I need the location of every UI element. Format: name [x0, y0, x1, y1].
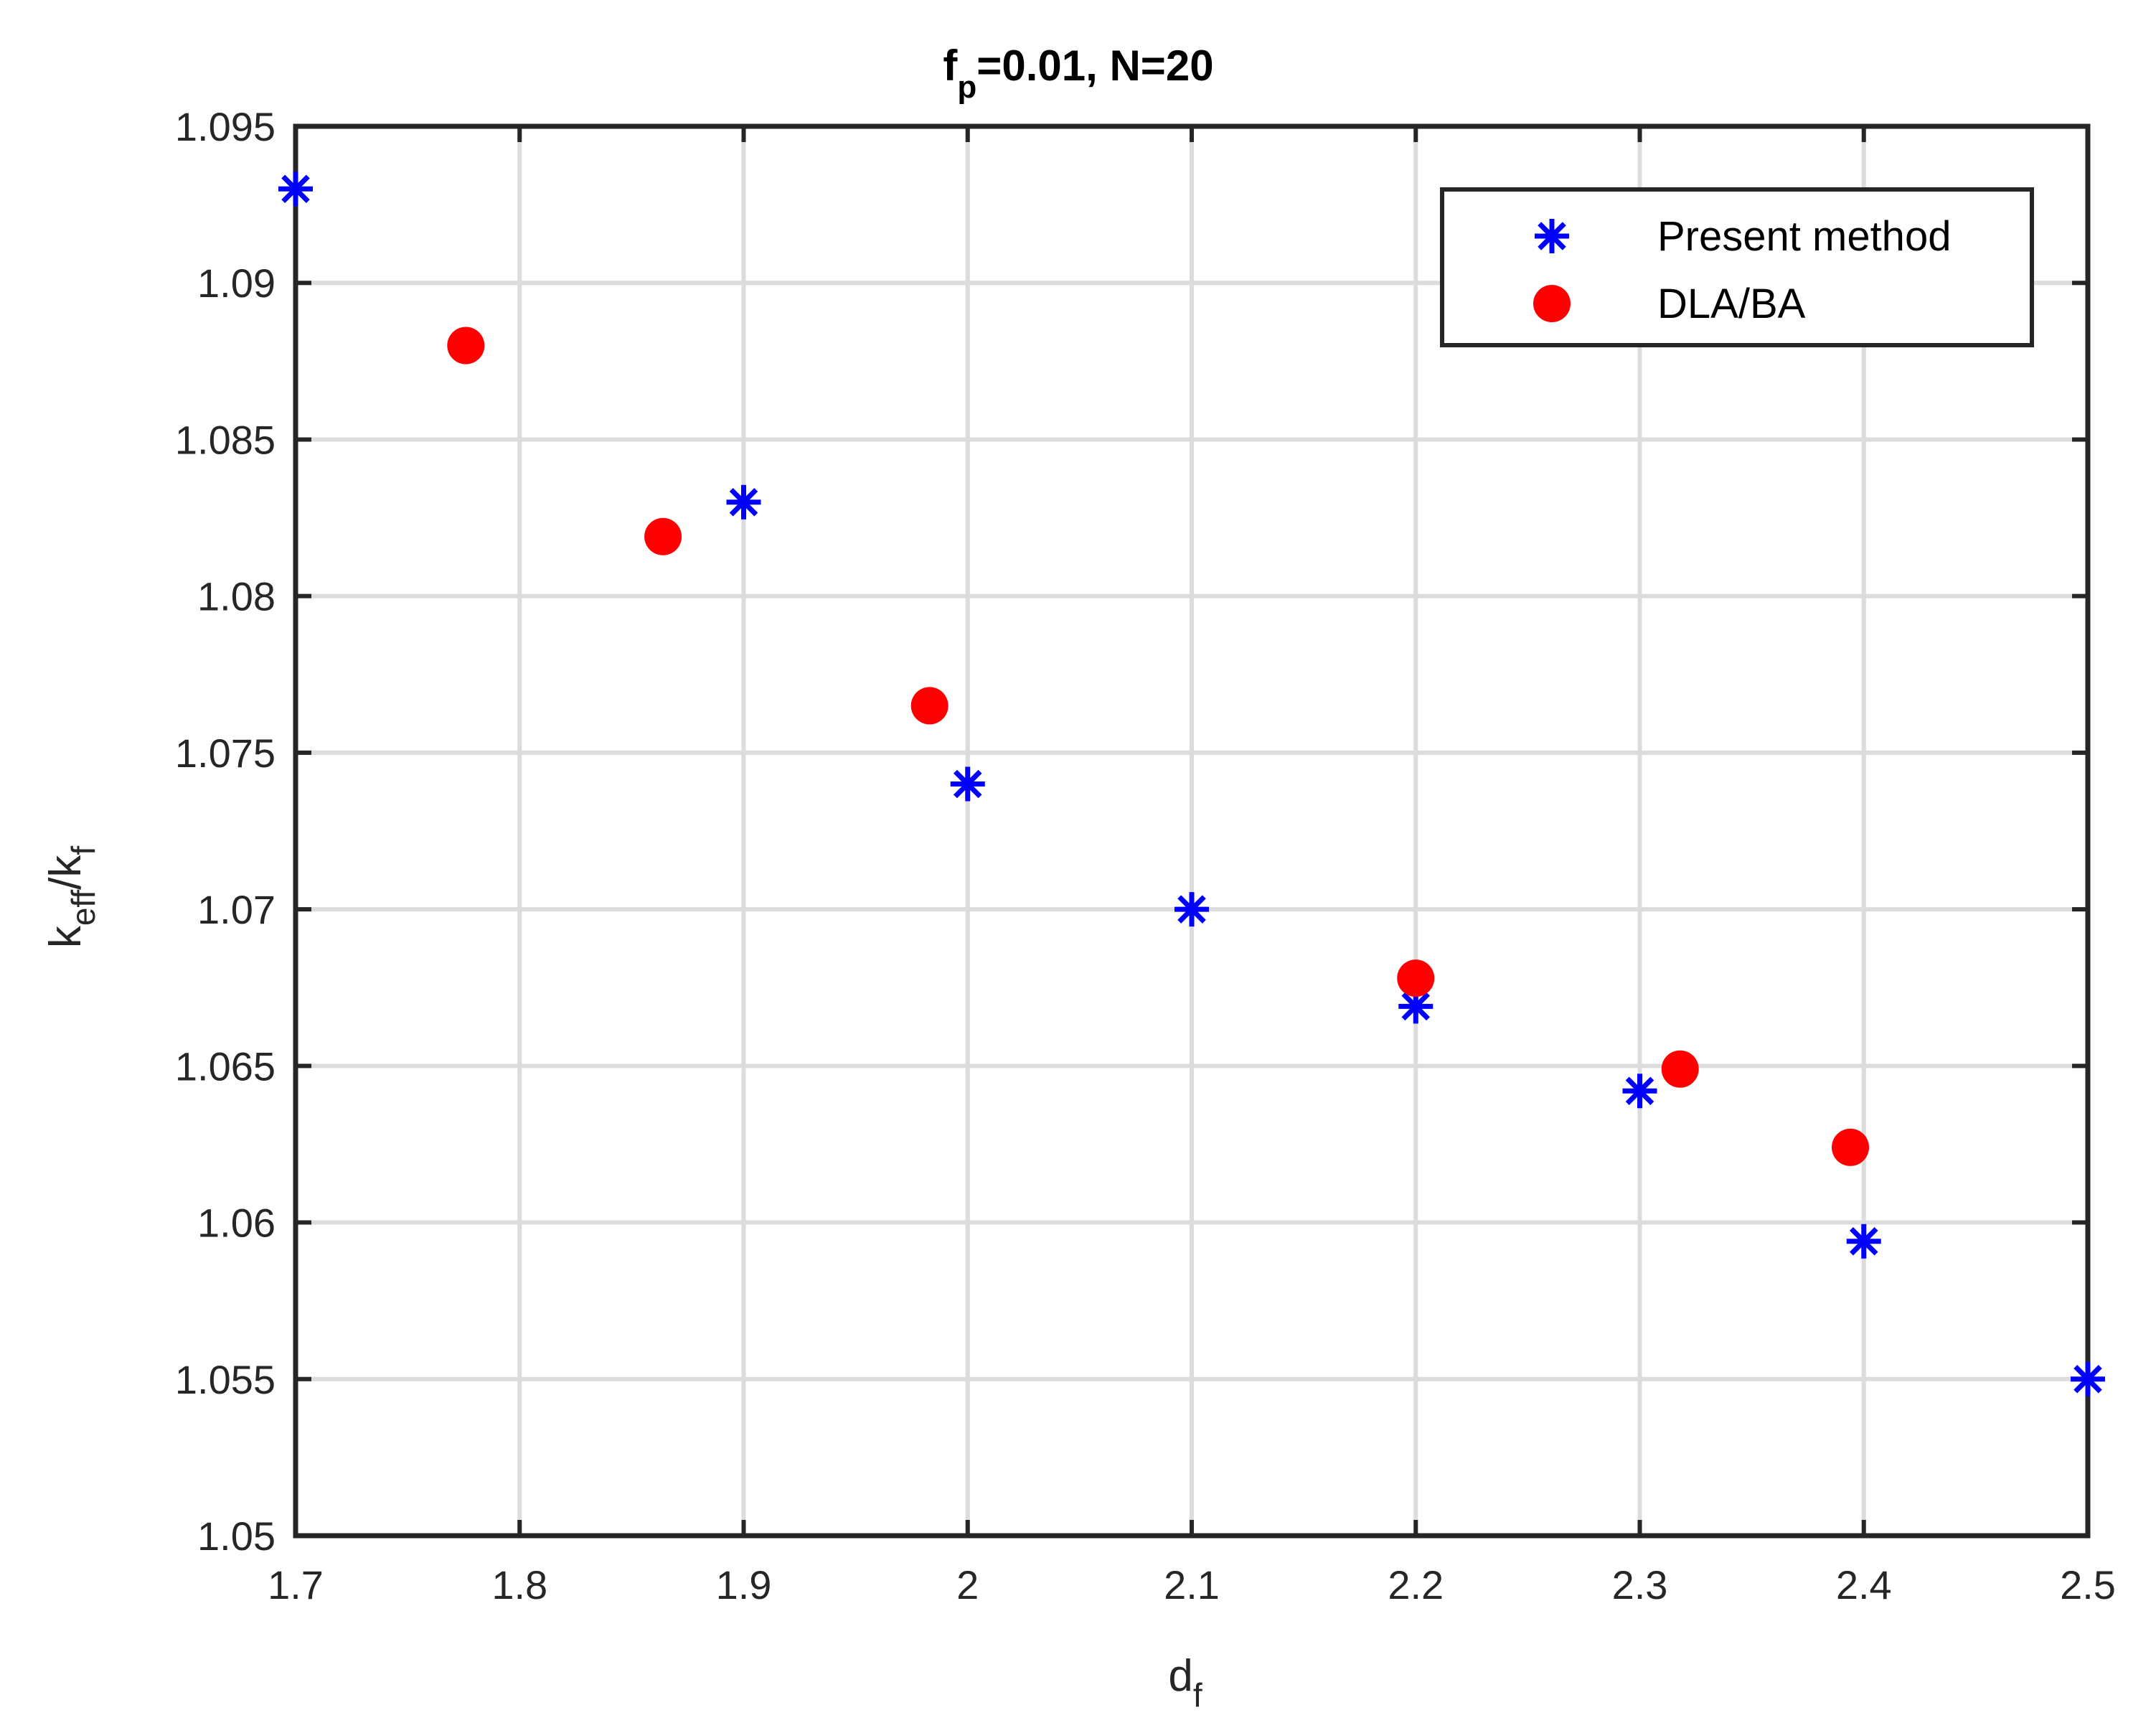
data-markers: [278, 172, 2105, 1396]
y-axis-label: keff/kf: [41, 846, 102, 949]
y-tick-label: 1.085: [175, 417, 276, 462]
x-tick-label: 1.9: [716, 1562, 772, 1607]
y-tick-label: 1.095: [175, 104, 276, 149]
x-tick-label: 1.7: [268, 1562, 324, 1607]
point-dla-ba: [910, 687, 948, 725]
legend-box: [1440, 187, 2034, 347]
point-present-method: [2071, 1361, 2105, 1396]
title-main: f: [943, 42, 958, 90]
legend-circle-icon: [1533, 285, 1571, 322]
point-dla-ba: [1832, 1128, 1870, 1166]
legend-label-present-method: Present method: [1657, 213, 1951, 260]
y-tick-label: 1.055: [175, 1357, 276, 1402]
x-axis-tick-labels: 1.7 1.8 1.9 2 2.1 2.2 2.3 2.4 2.5: [268, 1562, 2116, 1607]
point-dla-ba: [644, 517, 682, 555]
y-tick-label: 1.065: [175, 1043, 276, 1089]
y-tick-label: 1.06: [197, 1201, 276, 1246]
y-label-subscript1: eff: [65, 890, 102, 926]
x-tick-label: 2.5: [2060, 1562, 2116, 1607]
legend-marker-dla-ba: [1533, 285, 1571, 322]
x-tick-label: 2.2: [1388, 1562, 1444, 1607]
point-dla-ba: [1397, 959, 1435, 997]
legend-asterisk-icon: [1535, 219, 1569, 253]
x-tick-label: 2.4: [1836, 1562, 1892, 1607]
x-label-subscript: f: [1193, 1676, 1202, 1714]
title-rest: =0.01, N=20: [976, 42, 1213, 90]
x-tick-label: 2.1: [1164, 1562, 1220, 1607]
x-label-main: d: [1168, 1651, 1192, 1701]
y-label-subscript2: f: [65, 846, 102, 855]
y-tick-label: 1.05: [197, 1513, 276, 1559]
y-tick-label: 1.075: [175, 731, 276, 776]
x-tick-label: 2.3: [1612, 1562, 1668, 1607]
point-present-method: [1174, 892, 1209, 927]
title-subscript: p: [957, 70, 976, 105]
chart-title: fp=0.01, N=20: [943, 42, 1213, 105]
point-present-method: [278, 172, 313, 207]
legend-label-dla-ba: DLA/BA: [1657, 281, 1806, 327]
point-present-method: [950, 766, 985, 802]
y-label-part2: /k: [41, 855, 90, 890]
legend: Present method DLA/BA: [1440, 187, 2034, 347]
y-tick-label: 1.07: [197, 887, 276, 932]
y-tick-label: 1.09: [197, 260, 276, 306]
y-tick-label: 1.08: [197, 574, 276, 619]
point-dla-ba: [447, 327, 485, 365]
x-axis-label: df: [1168, 1651, 1202, 1714]
point-present-method: [1846, 1224, 1881, 1259]
x-tick-label: 1.8: [491, 1562, 547, 1607]
x-tick-label: 2: [956, 1562, 979, 1607]
y-label-part1: k: [41, 925, 90, 948]
point-present-method: [726, 484, 761, 520]
point-present-method: [1622, 1074, 1657, 1109]
point-dla-ba: [1661, 1050, 1699, 1088]
y-axis-tick-labels: 1.05 1.055 1.06 1.065 1.07 1.075 1.08 1.085 1.09…: [175, 104, 276, 1559]
legend-marker-present-method: [1535, 219, 1569, 253]
